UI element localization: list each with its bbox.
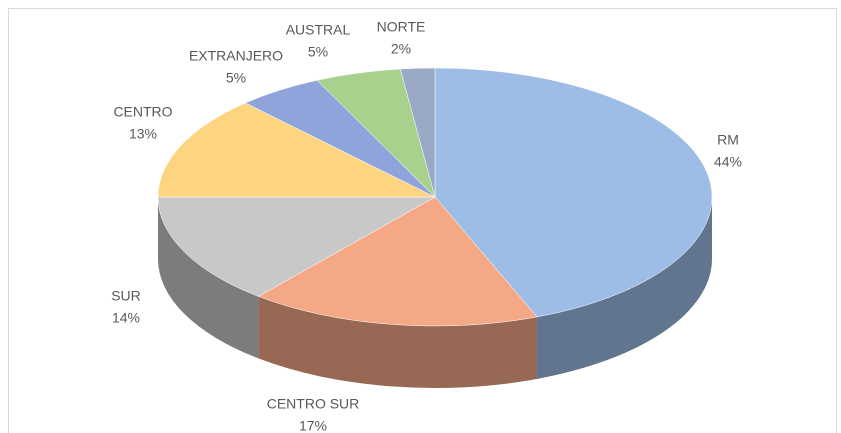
pie-side	[158, 197, 259, 359]
value-label: 5%	[226, 70, 246, 86]
category-label: NORTE	[377, 19, 426, 35]
value-label: 14%	[112, 310, 140, 326]
value-label: 2%	[391, 41, 411, 57]
pie-slice	[257, 196, 538, 327]
category-label: EXTRANJERO	[189, 48, 283, 64]
value-label: 5%	[308, 44, 328, 60]
value-label: 44%	[714, 154, 742, 170]
category-label: AUSTRAL	[286, 22, 351, 38]
value-label: 13%	[129, 126, 157, 142]
category-label: SUR	[111, 288, 141, 304]
category-label: CENTRO SUR	[267, 396, 360, 412]
pie-side	[258, 296, 537, 388]
value-label: 17%	[299, 418, 327, 433]
pie-slice	[157, 102, 436, 198]
pie-slice	[157, 196, 436, 297]
pie-side	[536, 197, 712, 379]
pie-slice	[434, 67, 713, 318]
category-label: CENTRO	[113, 104, 172, 120]
category-label: RM	[717, 132, 739, 148]
pie-slice	[399, 67, 436, 198]
